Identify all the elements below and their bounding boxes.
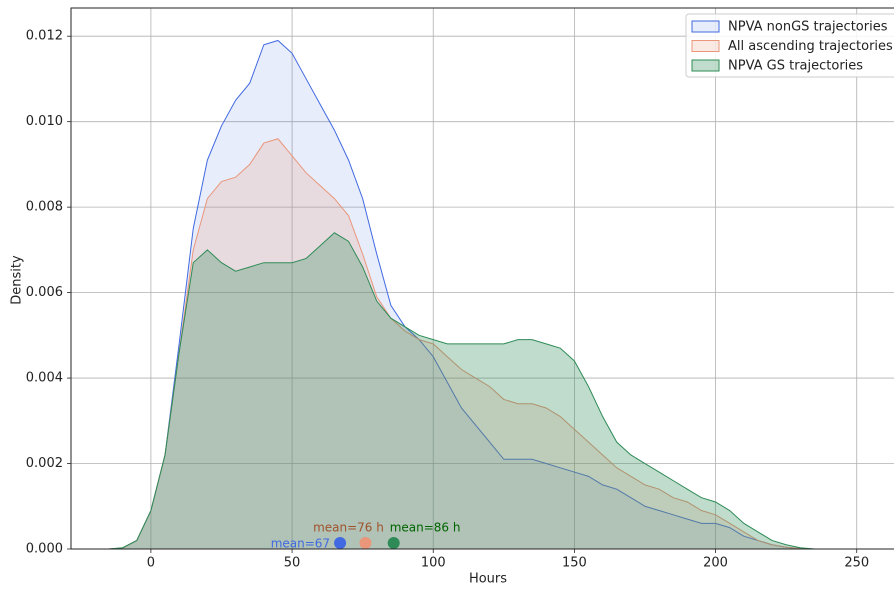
- x-axis-label: Hours: [469, 572, 507, 587]
- legend-label: NPVA GS trajectories: [728, 59, 863, 74]
- y-tick-label: 0.012: [26, 29, 63, 44]
- y-tick-label: 0.002: [26, 456, 63, 471]
- legend-swatch: [691, 20, 720, 33]
- legend-swatch: [691, 40, 720, 52]
- y-tick-label: 0.010: [26, 114, 63, 129]
- y-axis-label: Density: [10, 255, 25, 305]
- legend-label: NPVA nonGS trajectories: [728, 20, 888, 35]
- legend-label: All ascending trajectories: [728, 39, 893, 54]
- mean-label: mean=86 h: [390, 521, 461, 535]
- x-tick-label: 200: [703, 556, 728, 571]
- legend-box: [685, 13, 894, 78]
- y-tick-label: 0.004: [26, 371, 63, 386]
- y-tick-label: 0.000: [26, 542, 63, 557]
- mean-marker: [387, 537, 400, 550]
- y-tick-label: 0.006: [26, 285, 63, 300]
- x-tick-label: 250: [844, 556, 869, 571]
- density-area: [108, 138, 815, 550]
- plot-frame: [70, 7, 894, 550]
- x-tick-label: 50: [284, 556, 301, 571]
- x-tick-label: 150: [562, 556, 587, 571]
- y-tick-label: 0.008: [26, 200, 63, 215]
- mean-label: mean=67: [271, 537, 330, 551]
- x-tick-label: 0: [147, 556, 155, 571]
- legend-swatch: [691, 59, 720, 72]
- density-area: [108, 232, 815, 550]
- density-area: [108, 39, 815, 550]
- x-tick-label: 100: [421, 556, 446, 571]
- mean-marker: [359, 537, 372, 550]
- mean-marker: [334, 537, 347, 550]
- mean-label: mean=76 h: [313, 521, 384, 535]
